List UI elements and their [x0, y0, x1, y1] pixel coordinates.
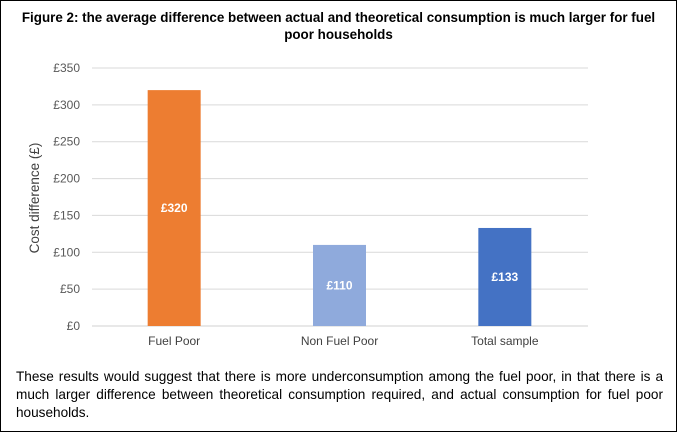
- bar-total-sample: [478, 227, 532, 326]
- data-label: £110: [326, 278, 352, 292]
- bar-fuel-poor: [147, 90, 201, 326]
- y-tick-label: £0: [67, 319, 81, 333]
- data-label: £320: [161, 201, 188, 215]
- figure-title: Figure 2: the average difference between…: [21, 10, 656, 42]
- y-tick-label: £200: [53, 172, 80, 186]
- bar-non-fuel-poor: [313, 244, 366, 326]
- y-tick-label: £150: [53, 208, 80, 222]
- data-label: £133: [491, 270, 518, 284]
- x-tick-label: Total sample: [471, 334, 539, 348]
- y-tick-label: £100: [53, 245, 80, 259]
- y-axis-label: Cost difference (£): [27, 143, 42, 254]
- x-tick-label: Non Fuel Poor: [301, 334, 378, 348]
- x-tick-label: Fuel Poor: [148, 334, 200, 348]
- body-paragraph: These results would suggest that there i…: [16, 369, 663, 420]
- y-tick-label: £50: [60, 282, 80, 296]
- y-tick-label: £350: [53, 61, 80, 75]
- y-tick-label: £250: [53, 135, 80, 149]
- y-tick-label: £300: [53, 98, 80, 112]
